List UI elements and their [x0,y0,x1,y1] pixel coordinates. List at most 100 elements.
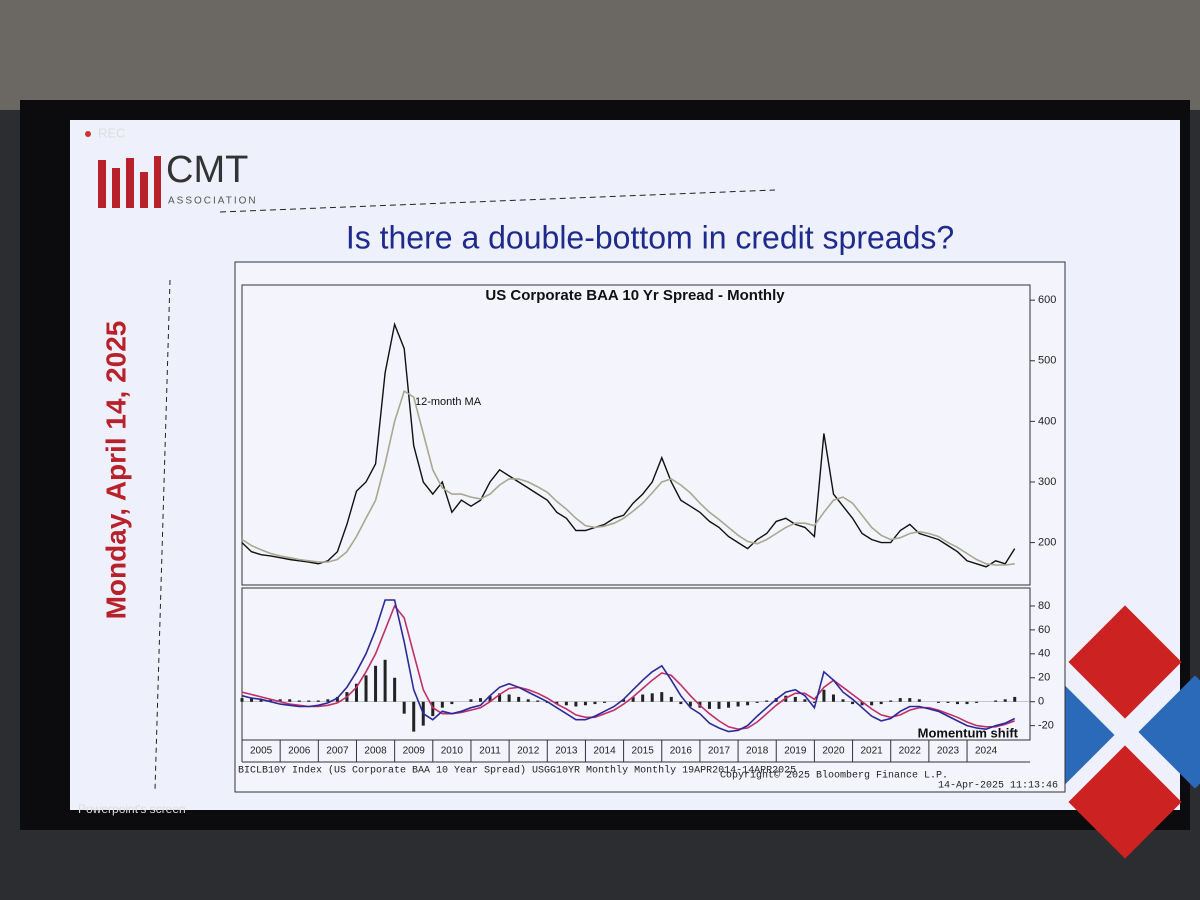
histogram-bar [860,701,864,706]
histogram-bar [240,698,244,702]
x-tick-label: 2008 [364,746,387,757]
logo-bar [126,158,134,208]
histogram-bar [669,696,673,702]
histogram-bar [803,699,807,702]
histogram-bar [498,693,502,702]
logo-name: CMT [166,149,248,191]
histogram-bar [955,701,959,705]
x-tick-label: 2013 [555,746,578,757]
x-tick-label: 2016 [670,746,693,757]
y-tick-label: 600 [1038,294,1056,306]
ceiling [0,0,1200,110]
screen-label: Powerpoint's screen [78,802,186,816]
histogram-bar [831,694,835,702]
y-tick-label: 200 [1038,536,1056,548]
histogram-bar [660,692,664,702]
histogram-bar [364,675,368,702]
x-tick-label: 2014 [593,746,616,757]
x-tick-label: 2017 [708,746,731,757]
rec-label: REC [98,125,125,140]
series-line [241,604,1015,731]
logo-bar [98,160,106,208]
annotation: Momentum shift [918,725,1019,740]
x-tick-label: 2015 [632,746,655,757]
chart-frame [234,261,1066,793]
histogram-bar [879,701,883,705]
histogram-bar [746,701,750,706]
histogram-bar [889,700,893,702]
histogram-bar [908,698,912,702]
histogram-bar [574,701,578,707]
histogram-bar [536,700,540,702]
x-tick-label: 2020 [822,746,845,757]
y-tick-label: 300 [1038,476,1056,488]
histogram-bar [402,701,406,714]
histogram-bar [555,701,559,705]
histogram-bar [650,693,654,702]
histogram-bar [631,696,635,702]
main-panel [241,284,1031,586]
histogram-bar [316,700,320,702]
x-tick-label: 2007 [326,746,349,757]
histogram-bar [593,701,597,705]
slide-title: Is there a double-bottom in credit sprea… [346,219,954,255]
histogram-bar [259,699,263,702]
histogram-bar [335,696,339,702]
histogram-bar [564,701,568,706]
histogram-bar [250,698,254,702]
y-tick-label: 60 [1038,624,1050,636]
histogram-bar [603,701,607,703]
histogram-bar [326,699,330,702]
histogram-bar [517,696,521,702]
histogram-bar [393,677,397,702]
momentum-panel [241,587,1031,741]
histogram-bar [851,701,855,705]
date-divider [154,279,171,791]
x-tick-label: 2011 [479,746,501,757]
divider [219,189,776,213]
footer-copyright: Copyright© 2025 Bloomberg Finance L.P. [720,770,948,782]
y-tick-label: 500 [1038,355,1056,367]
histogram-bar [307,700,311,702]
histogram-bar [412,701,416,732]
histogram-bar [354,683,358,702]
x-tick-label: 2009 [403,746,426,757]
chart-title: US Corporate BAA 10 Yr Spread - Monthly [485,287,785,304]
y-tick-label: 400 [1038,415,1056,427]
histogram-bar [440,701,444,708]
histogram-bar [469,699,473,702]
histogram-bar [641,694,645,702]
histogram-bar [278,699,282,702]
y-tick-label: 20 [1038,672,1050,684]
histogram-bar [526,699,530,702]
y-tick-label: 0 [1038,696,1044,708]
histogram-bar [717,701,721,709]
annotation: 12-month MA [415,396,482,408]
x-tick-label: 2024 [975,746,998,757]
x-tick-label: 2006 [288,746,311,757]
histogram-bar [478,698,482,702]
y-tick-label: -20 [1038,720,1054,732]
histogram-bar [765,700,769,702]
histogram-bar [488,695,492,702]
histogram-bar [450,701,454,705]
histogram-bar [288,699,292,702]
x-tick-label: 2023 [937,746,960,757]
x-tick-label: 2018 [746,746,769,757]
date: Monday, April 14, 2025 [100,321,131,620]
histogram-bar [994,700,998,702]
histogram-bar [898,698,902,702]
y-tick-label: 40 [1038,648,1050,660]
x-tick-label: 2021 [861,746,884,757]
logo-bar [112,168,120,208]
histogram-bar [622,699,626,702]
histogram-bar [297,700,301,702]
rec-dot [85,131,91,137]
logo-bar [140,172,148,208]
histogram-bar [374,665,378,702]
footer-source: BICLB10Y Index (US Corporate BAA 10 Year… [238,765,796,777]
histogram-bar [679,701,683,705]
histogram-bar [383,659,387,702]
y-tick-label: 80 [1038,600,1050,612]
